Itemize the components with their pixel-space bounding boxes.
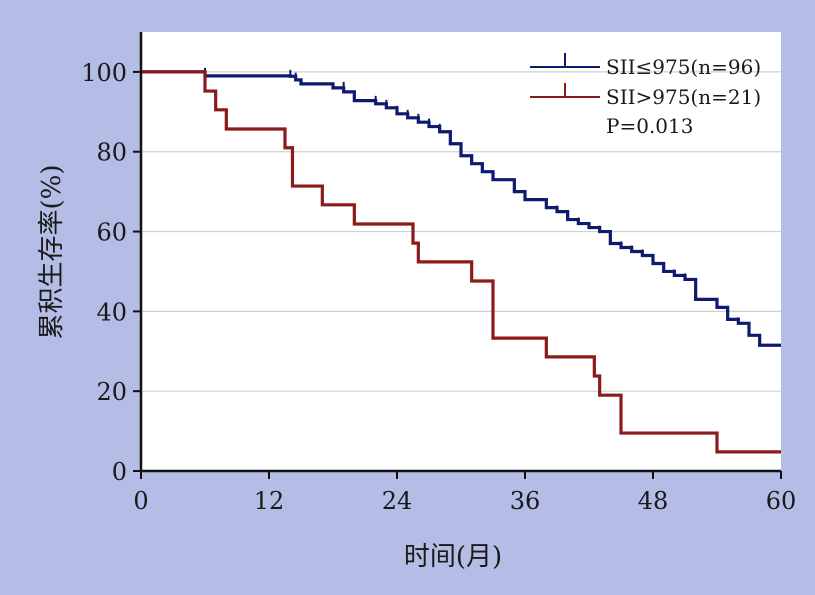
y-tick-label: 40 <box>96 298 127 326</box>
y-tick-label: 80 <box>96 139 127 167</box>
x-axis-title: 时间(月) <box>404 542 502 572</box>
survival-curve-series-1 <box>141 70 781 454</box>
x-tick-label: 60 <box>766 487 797 515</box>
y-tick-label: 20 <box>96 378 127 406</box>
p-value-annotation: P=0.013 <box>606 114 693 138</box>
legend: SII≤975(n=96) SII>975(n=21) P=0.013 <box>530 53 761 138</box>
y-tick-label: 60 <box>96 219 127 247</box>
x-tick-label: 24 <box>382 487 413 515</box>
x-tick-label: 36 <box>510 487 541 515</box>
y-tick-label: 0 <box>112 458 127 486</box>
y-tick-label: 100 <box>81 59 127 87</box>
legend-label-1: SII>975(n=21) <box>606 85 761 109</box>
plot-background <box>141 32 781 471</box>
tick-layer: 0 20 40 60 80 100 0 12 24 36 48 60 <box>81 59 796 515</box>
x-tick-label: 48 <box>638 487 669 515</box>
legend-label-0: SII≤975(n=96) <box>606 55 761 79</box>
y-axis-title: 累积生存率(%) <box>37 165 67 340</box>
axes <box>139 32 781 473</box>
series-layer <box>141 67 781 454</box>
x-tick-label: 12 <box>254 487 285 515</box>
x-tick-label: 0 <box>133 487 148 515</box>
